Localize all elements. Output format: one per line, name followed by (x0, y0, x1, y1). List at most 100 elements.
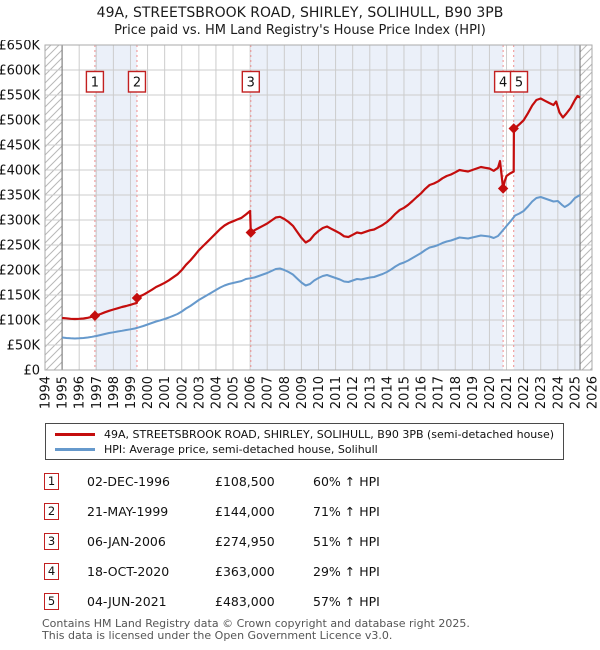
svg-text:£350K: £350K (0, 189, 40, 204)
svg-text:£100K: £100K (0, 314, 40, 329)
svg-text:2023: 2023 (534, 376, 549, 409)
table-row: 3 06-JAN-2006 £274,950 51% ↑ HPI (44, 533, 564, 553)
sale-hpi-delta: 71% ↑ HPI (313, 504, 380, 519)
table-row: 5 04-JUN-2021 £483,000 57% ↑ HPI (44, 593, 564, 613)
svg-text:1: 1 (91, 76, 99, 91)
svg-text:2016: 2016 (415, 376, 430, 409)
table-row: 1 02-DEC-1996 £108,500 60% ↑ HPI (44, 473, 564, 493)
sale-number-badge: 5 (44, 593, 59, 610)
footer-line-2: This data is licensed under the Open Gov… (42, 628, 393, 642)
sale-date: 18-OCT-2020 (87, 564, 170, 579)
svg-text:2004: 2004 (209, 376, 224, 409)
sale-number-badge: 2 (44, 503, 59, 520)
svg-text:5: 5 (515, 76, 523, 91)
price-paid-vs-hpi-chart: 1 2 3 4 5 £0 £50K £100K £150K £200K £250K £300K £350… (0, 40, 600, 409)
sale-diamond-markers (89, 123, 519, 321)
svg-text:2007: 2007 (261, 376, 276, 409)
sale-price: £483,000 (215, 594, 275, 609)
svg-text:£550K: £550K (0, 89, 40, 104)
sale-hpi-delta: 57% ↑ HPI (313, 594, 380, 609)
svg-text:2014: 2014 (380, 376, 395, 409)
plot-border (44, 44, 593, 371)
svg-text:2026: 2026 (586, 376, 600, 409)
svg-text:2019: 2019 (466, 376, 481, 409)
svg-text:£250K: £250K (0, 239, 40, 254)
svg-text:2024: 2024 (551, 376, 566, 409)
svg-text:2000: 2000 (141, 376, 156, 409)
svg-text:£600K: £600K (0, 64, 40, 79)
svg-text:2015: 2015 (397, 376, 412, 409)
svg-text:2008: 2008 (278, 376, 293, 409)
svg-text:2009: 2009 (295, 376, 310, 409)
svg-text:2010: 2010 (312, 376, 327, 409)
legend-row-price-paid: 49A, STREETSBROOK ROAD, SHIRLEY, SOLIHUL… (55, 427, 563, 442)
svg-text:2001: 2001 (158, 376, 173, 409)
chart-legend: 49A, STREETSBROOK ROAD, SHIRLEY, SOLIHUL… (45, 423, 564, 460)
svg-text:£300K: £300K (0, 214, 40, 229)
page-title: 49A, STREETSBROOK ROAD, SHIRLEY, SOLIHUL… (96, 5, 504, 21)
svg-text:1997: 1997 (90, 376, 105, 409)
sale-date: 21-MAY-1999 (87, 504, 169, 519)
footer-line-1: Contains HM Land Registry data © Crown c… (42, 617, 470, 630)
svg-text:1995: 1995 (56, 376, 71, 409)
svg-text:2003: 2003 (192, 376, 207, 409)
license-footer: Contains HM Land Registry data © Crown c… (42, 618, 470, 641)
svg-text:2005: 2005 (227, 376, 242, 409)
y-axis-labels: £0 £50K £100K £150K £200K £250K £300K £350K £400… (0, 40, 40, 379)
table-row: 2 21-MAY-1999 £144,000 71% ↑ HPI (44, 503, 564, 523)
legend-label-price-paid: 49A, STREETSBROOK ROAD, SHIRLEY, SOLIHUL… (104, 428, 555, 441)
legend-row-hpi: HPI: Average price, semi-detached house,… (55, 442, 563, 457)
svg-text:2020: 2020 (483, 376, 498, 409)
hpi-line-swatch (55, 448, 95, 451)
x-axis-labels: 1994 1995 1996 1997 1998 1999 2000 2001 2002 2003… (39, 376, 600, 409)
no-data-hatch-regions (45, 45, 592, 370)
svg-text:2: 2 (133, 76, 141, 91)
svg-text:2013: 2013 (363, 376, 378, 409)
sale-hpi-delta: 51% ↑ HPI (313, 534, 380, 549)
legend-label-hpi: HPI: Average price, semi-detached house,… (104, 443, 378, 456)
svg-text:1999: 1999 (124, 376, 139, 409)
sale-hpi-delta: 60% ↑ HPI (313, 474, 380, 489)
sale-date: 02-DEC-1996 (87, 474, 170, 489)
sale-price: £274,950 (215, 534, 275, 549)
hpi-line (61, 194, 581, 340)
svg-text:£0: £0 (23, 364, 40, 379)
svg-text:1998: 1998 (107, 376, 122, 409)
svg-text:2011: 2011 (329, 376, 344, 409)
svg-text:£650K: £650K (0, 40, 40, 54)
svg-text:2018: 2018 (449, 376, 464, 409)
svg-text:1996: 1996 (73, 376, 88, 409)
svg-text:4: 4 (499, 76, 507, 91)
sale-number-badge: 4 (44, 563, 59, 580)
price-paid-line-swatch (55, 433, 95, 436)
svg-text:2012: 2012 (346, 376, 361, 409)
sale-price: £144,000 (215, 504, 275, 519)
sale-date: 06-JAN-2006 (87, 534, 166, 549)
price-paid-line (62, 94, 581, 321)
svg-text:3: 3 (247, 76, 255, 91)
sale-date: 04-JUN-2021 (87, 594, 167, 609)
svg-text:2006: 2006 (244, 376, 259, 409)
svg-text:2002: 2002 (175, 376, 190, 409)
sale-number-badge: 1 (44, 473, 59, 490)
table-row: 4 18-OCT-2020 £363,000 29% ↑ HPI (44, 563, 564, 583)
svg-text:£500K: £500K (0, 114, 40, 129)
svg-text:£450K: £450K (0, 139, 40, 154)
svg-text:2017: 2017 (432, 376, 447, 409)
svg-text:1994: 1994 (39, 376, 54, 409)
svg-text:2022: 2022 (517, 376, 532, 409)
svg-text:2021: 2021 (500, 376, 515, 409)
sale-hpi-delta: 29% ↑ HPI (313, 564, 380, 579)
svg-text:2025: 2025 (568, 376, 583, 409)
page-subtitle: Price paid vs. HM Land Registry's House … (114, 23, 486, 38)
svg-text:£150K: £150K (0, 289, 40, 304)
ownership-period-bands (94, 45, 581, 370)
svg-text:£400K: £400K (0, 164, 40, 179)
svg-text:£50K: £50K (7, 339, 41, 354)
sale-number-badge: 3 (44, 533, 59, 550)
sale-price: £108,500 (215, 474, 275, 489)
sale-price: £363,000 (215, 564, 275, 579)
svg-text:£200K: £200K (0, 264, 40, 279)
